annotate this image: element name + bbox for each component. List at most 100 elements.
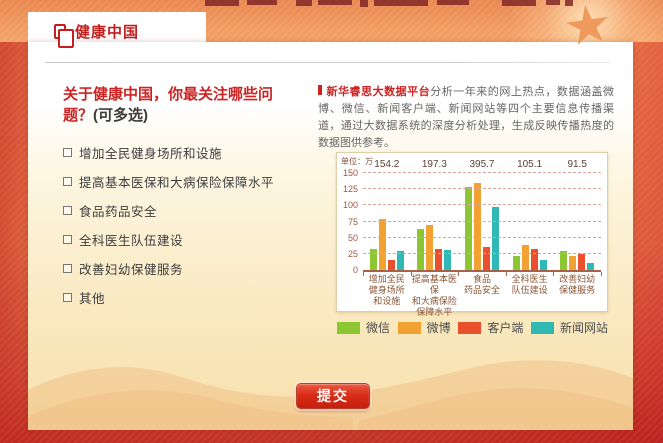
group-total-label: 105.1 — [517, 159, 543, 170]
submit-label: 提交 — [317, 388, 349, 404]
bar-group — [559, 250, 595, 270]
option-label: 提高基本医保和大病保险保障水平 — [79, 176, 275, 190]
y-tick-label: 25 — [347, 248, 358, 259]
y-tick-label: 100 — [342, 200, 358, 211]
bar-group — [416, 224, 452, 270]
logo-text: 健康中国 — [75, 24, 140, 41]
bar-客户端 — [387, 260, 395, 270]
bar-客户端 — [578, 253, 586, 270]
bar-微博 — [473, 182, 481, 270]
intro-highlight: 新华睿思大数据平台 — [326, 86, 431, 98]
legend-item-微博: 微博 — [397, 319, 451, 336]
bar-客户端 — [435, 249, 443, 270]
checkbox-icon[interactable] — [63, 293, 72, 302]
checkbox-icon[interactable] — [63, 264, 72, 273]
x-tick-mark — [601, 272, 602, 276]
x-category-label: 提高基本医保 和大病保险 保障水平 — [411, 274, 457, 317]
banner-text-fragments — [0, 0, 663, 8]
intro-paragraph: 新华睿思大数据平台分析一年来的网上热点，数据涵盖微博、微信、新闻客户端、新闻网站… — [318, 84, 614, 152]
legend-swatch-icon — [458, 321, 482, 334]
x-category-label: 增加全民 健身场所 和设施 — [368, 274, 405, 306]
content-card: 关于健康中国，你最关注哪些问题？(可多选) 增加全民健身场所和设施 提高基本医保… — [28, 42, 633, 430]
checkbox-icon[interactable] — [63, 235, 72, 244]
bar-微信 — [417, 228, 425, 270]
banner-glyph-fragment — [546, 0, 560, 5]
x-tick-mark — [410, 272, 412, 276]
legend-label: 微信 — [366, 321, 391, 335]
x-tick-mark — [505, 272, 507, 276]
group-total-label: 154.2 — [374, 159, 400, 170]
legend-swatch-icon — [337, 321, 360, 334]
x-tick-mark — [363, 272, 364, 276]
legend-item-客户端: 客户端 — [458, 319, 523, 336]
x-category-label: 改善妇幼 保健服务 — [559, 274, 596, 295]
bar-微博 — [426, 224, 434, 270]
chart-plot — [363, 172, 602, 276]
bar-微博 — [569, 255, 577, 270]
bar-微博 — [521, 244, 529, 270]
chart-totals: 154.2 197.3 395.7 105.1 91.5 — [363, 159, 601, 170]
gridline — [363, 220, 601, 222]
y-tick-label: 150 — [342, 168, 358, 178]
chart-unit-label: 单位：万 — [341, 157, 373, 166]
site-logo: 健康中国 — [54, 21, 140, 48]
y-tick-label: 0 — [352, 265, 358, 275]
survey-option-insurance[interactable]: 提高基本医保和大病保险保障水平 — [63, 175, 275, 190]
red-bar-icon — [318, 85, 322, 95]
gridline — [363, 172, 601, 173]
options-list: 增加全民健身场所和设施 提高基本医保和大病保险保障水平 食品药品安全 全科医生队… — [63, 146, 275, 306]
survey-option-food-drug-safety[interactable]: 食品药品安全 — [63, 204, 274, 219]
survey-option-gp-team[interactable]: 全科医生队伍建设 — [63, 233, 274, 248]
bar-新闻网站 — [539, 260, 547, 270]
gridline — [363, 188, 601, 190]
survey-option-fitness[interactable]: 增加全民健身场所和设施 — [63, 146, 274, 161]
x-category-label: 食品 药品安全 — [463, 274, 500, 295]
y-tick-label: 75 — [347, 216, 358, 227]
x-tick-mark — [553, 272, 555, 276]
bar-新闻网站 — [491, 207, 499, 270]
group-total-label: 395.7 — [469, 159, 495, 170]
checkbox-icon[interactable] — [63, 177, 72, 186]
banner-glyph-fragment — [296, 0, 312, 6]
mountains-watermark — [28, 360, 633, 430]
pages-logo-icon — [54, 24, 74, 48]
legend-label: 新闻网站 — [559, 321, 608, 335]
bar-客户端 — [530, 248, 538, 270]
bar-微博 — [378, 218, 386, 270]
group-total-label: 197.3 — [421, 159, 447, 170]
gridline — [363, 204, 601, 206]
survey-option-maternal-child[interactable]: 改善妇幼保健服务 — [63, 262, 274, 277]
legend-swatch-icon — [530, 321, 554, 334]
banner-glyph-fragment — [374, 0, 428, 6]
survey-option-other[interactable]: 其他 — [63, 291, 274, 306]
gridline — [363, 252, 601, 254]
bar-微信 — [369, 248, 377, 270]
chart-legend: 微信 微博 客户端 新闻网站 — [337, 319, 608, 336]
x-axis-line — [363, 270, 601, 272]
bar-新闻网站 — [587, 262, 595, 270]
banner-glyph-fragment — [247, 0, 277, 5]
chart-y-axis: 0 25 50 75 100 125 150 — [337, 168, 360, 275]
gridline — [363, 236, 601, 238]
banner-glyph-fragment — [318, 0, 352, 5]
checkbox-icon[interactable] — [63, 206, 72, 215]
checkbox-icon[interactable] — [63, 148, 72, 157]
option-label: 其他 — [79, 292, 106, 306]
question-title: 关于健康中国，你最关注哪些问题？(可多选) — [63, 84, 285, 126]
bar-微信 — [464, 187, 472, 270]
submit-button[interactable]: 提交 — [296, 383, 370, 409]
chart-x-labels: 增加全民 健身场所 和设施 提高基本医保 和大病保险 保障水平 食品 药品安全 全科医生 队伍建设… — [363, 274, 601, 318]
group-total-label: 91.5 — [567, 159, 587, 170]
question-note: (可多选) — [93, 107, 149, 124]
banner-glyph-fragment — [565, 0, 573, 6]
legend-label: 微博 — [426, 321, 451, 335]
banner-glyph-fragment — [437, 0, 469, 5]
legend-label: 客户端 — [487, 321, 524, 335]
bar-group — [464, 182, 500, 270]
y-tick-label: 125 — [342, 184, 358, 195]
bar-微信 — [560, 250, 568, 270]
bar-微信 — [512, 256, 520, 270]
bar-group — [369, 218, 405, 270]
chart-groups — [363, 173, 601, 270]
